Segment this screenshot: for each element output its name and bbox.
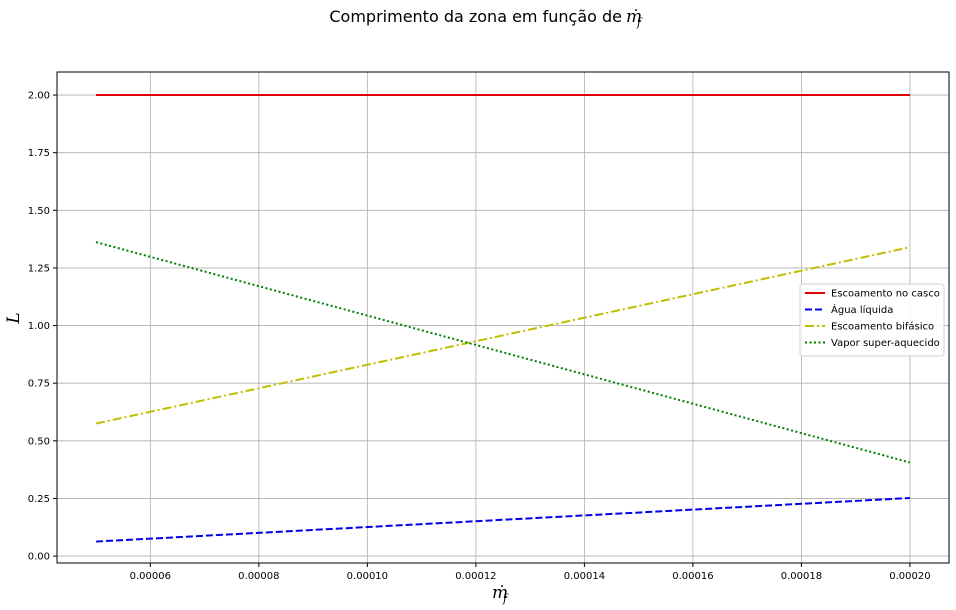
x-tick-label: 0.00010 <box>347 571 388 582</box>
chart-title: Comprimento da zona em função de ṁ f <box>329 7 643 29</box>
y-axis-label: L <box>4 312 24 324</box>
x-tick-label: 0.00008 <box>238 571 279 582</box>
x-axis: 0.00006 0.00008 0.00010 0.00012 0.00014 0.000… <box>130 563 931 582</box>
legend-label: Escoamento bifásico <box>831 321 934 333</box>
y-axis: 0.00 0.25 0.50 0.75 1.00 1.25 1.50 1.75 2.00 <box>28 91 57 563</box>
x-axis-label-sub: f <box>502 592 509 605</box>
y-tick-label: 1.00 <box>28 321 50 332</box>
y-tick-label: 1.75 <box>28 148 50 159</box>
y-tick-label: 2.00 <box>28 91 50 102</box>
legend: Escoamento no casco Água líquida Escoament… <box>799 283 945 357</box>
chart-title-text: Comprimento da zona em função de <box>329 7 622 26</box>
legend-box <box>799 283 945 357</box>
series-lines <box>95 94 911 543</box>
y-tick-label: 0.75 <box>28 379 50 390</box>
x-tick-label: 0.00012 <box>455 571 496 582</box>
legend-label: Vapor super-aquecido <box>831 338 940 349</box>
chart-title-math: ṁ <box>626 7 642 27</box>
y-tick-label: 0.25 <box>28 494 50 505</box>
series-line-2 <box>96 496 910 543</box>
y-tick-label: 0.50 <box>28 436 50 447</box>
x-tick-label: 0.00006 <box>130 571 171 582</box>
series-line-4 <box>95 241 911 464</box>
y-tick-label: 1.25 <box>28 263 50 274</box>
x-tick-label: 0.00020 <box>889 571 930 582</box>
x-axis-label-text: ṁ <box>492 583 508 603</box>
chart-title-math-sub: f <box>636 16 643 29</box>
x-tick-label: 0.00018 <box>781 571 822 582</box>
x-tick-label: 0.00016 <box>672 571 713 582</box>
plot-frame <box>56 71 950 564</box>
legend-label: Escoamento no casco <box>831 289 940 300</box>
y-tick-label: 0.00 <box>28 552 50 563</box>
y-tick-label: 1.50 <box>28 206 50 217</box>
legend-label: Água líquida <box>831 303 893 316</box>
grid <box>57 72 949 563</box>
series-line-3 <box>95 246 911 425</box>
x-tick-label: 0.00014 <box>564 571 605 582</box>
x-axis-label: ṁ f <box>492 583 509 605</box>
